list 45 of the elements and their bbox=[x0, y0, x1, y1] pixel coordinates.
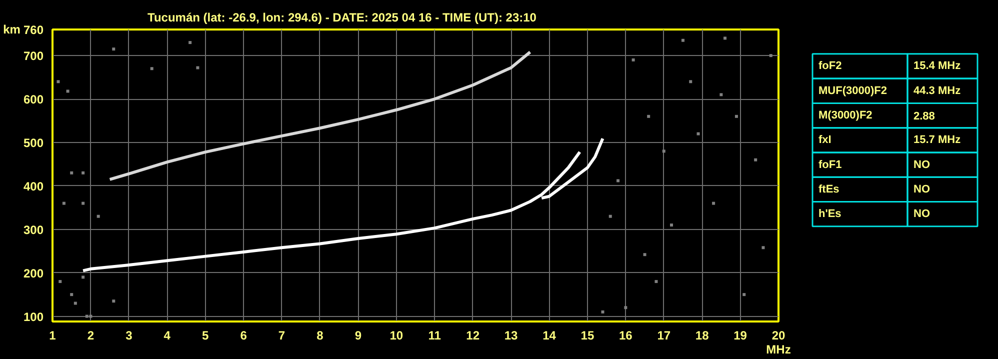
y-tick-label: 760 bbox=[23, 23, 44, 37]
x-tick-label: 12 bbox=[466, 328, 480, 342]
y-tick-label: 200 bbox=[23, 266, 44, 280]
x-tick-label: 10 bbox=[390, 328, 404, 342]
x-tick-label: 1 bbox=[49, 328, 56, 342]
x-tick-label: 7 bbox=[278, 328, 286, 342]
y-tick-label: 300 bbox=[23, 222, 44, 237]
x-tick-label: 5 bbox=[202, 328, 210, 342]
text: NO bbox=[914, 208, 930, 220]
text: 44.3 MHz bbox=[914, 84, 961, 97]
x-tick-label: 13 bbox=[504, 328, 518, 342]
text: 15.7 MHz bbox=[914, 134, 961, 146]
y-tick-label: 500 bbox=[23, 136, 44, 150]
x-tick-label: 3 bbox=[126, 328, 133, 342]
text: 15.4 MHz bbox=[914, 60, 961, 72]
y-tick-label: 400 bbox=[23, 179, 44, 194]
x-tick-label: 6 bbox=[240, 328, 248, 342]
y-tick-label: 600 bbox=[23, 92, 44, 107]
x-tick-label: 18 bbox=[695, 328, 710, 342]
category-label: ftEs bbox=[818, 183, 840, 196]
y-tick-label: 100 bbox=[23, 310, 44, 324]
x-tick-label: 17 bbox=[657, 328, 671, 342]
y-tick-label: 700 bbox=[23, 49, 44, 64]
x-tick-label: 4 bbox=[164, 328, 171, 342]
category-label: foF1 bbox=[818, 158, 842, 171]
category-label: fxI bbox=[818, 134, 832, 146]
text: 2.88 bbox=[914, 110, 935, 123]
chart-title: Tucumán (lat: -26.9, lon: 294.6) - DATE: 2025 04 16 - TIME (UT): 23:10 bbox=[148, 10, 537, 24]
x-tick-label: 11 bbox=[428, 328, 442, 342]
x-tick-label: 15 bbox=[580, 328, 594, 342]
text: NO bbox=[914, 158, 930, 171]
x-tick-label: 14 bbox=[542, 328, 556, 342]
category-label: MUF(3000)F2 bbox=[818, 84, 887, 97]
x-tick-label: 19 bbox=[734, 328, 748, 342]
category-label: h'Es bbox=[818, 208, 842, 220]
x-tick-label: 2 bbox=[87, 328, 94, 342]
x-axis-title: MHz bbox=[766, 342, 791, 356]
text: NO bbox=[914, 183, 930, 196]
x-tick-label: 20 bbox=[772, 328, 786, 342]
y-axis-title: km bbox=[3, 22, 20, 36]
x-tick-label: 16 bbox=[618, 328, 633, 342]
category-label: foF2 bbox=[818, 60, 842, 72]
x-tick-label: 8 bbox=[316, 328, 324, 342]
category-label: M(3000)F2 bbox=[818, 110, 872, 122]
x-tick-label: 9 bbox=[354, 328, 362, 342]
